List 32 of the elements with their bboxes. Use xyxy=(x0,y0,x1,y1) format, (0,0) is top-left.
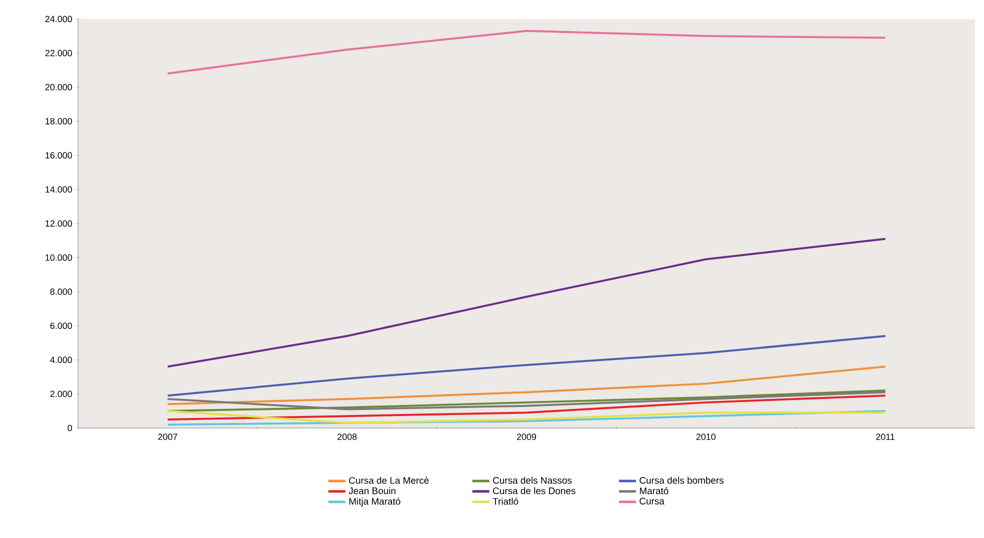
x-tick-label: 2007 xyxy=(158,434,178,440)
legend-label: Cursa de les Dones xyxy=(493,487,576,494)
y-tick-label: 0 xyxy=(68,424,72,432)
line-series xyxy=(166,238,886,368)
y-tick-label: 4.000 xyxy=(50,356,72,364)
legend-label: Cursa de La Mercè xyxy=(349,476,429,484)
y-tick-label: 20.000 xyxy=(45,84,72,90)
legend-label: Marató xyxy=(640,487,668,494)
y-tick-label: 10.000 xyxy=(46,254,72,261)
legend-label: Jean Bouin xyxy=(348,487,396,494)
y-tick-label: 2.000 xyxy=(50,390,72,398)
line-series xyxy=(166,394,886,420)
y-tick-label: 18.000 xyxy=(46,118,72,124)
line-series xyxy=(166,366,886,406)
y-tick-label: 16.000 xyxy=(46,152,72,159)
y-tick-label: 22.000 xyxy=(45,50,72,56)
x-tick-label: 2010 xyxy=(696,434,716,440)
legend-label: Triatló xyxy=(492,498,518,505)
y-tick-label: 6.000 xyxy=(50,322,72,329)
legend-label: Mitja Marató xyxy=(349,498,400,507)
x-tick-label: 2008 xyxy=(338,434,357,440)
legend-label: Cursa dels bombers xyxy=(640,476,724,484)
y-tick-label: 24.000 xyxy=(45,16,72,22)
y-tick-label: 8.000 xyxy=(50,288,72,295)
line-series xyxy=(166,334,886,397)
x-tick-label: 2011 xyxy=(876,434,895,440)
legend-label: Cursa dels Nassos xyxy=(493,476,572,484)
legend-label: Cursa xyxy=(640,498,664,504)
x-tick-label: 2009 xyxy=(516,434,536,440)
y-tick-label: 14.000 xyxy=(46,186,72,193)
y-tick-label: 12.000 xyxy=(46,220,72,227)
line-series xyxy=(166,30,886,75)
